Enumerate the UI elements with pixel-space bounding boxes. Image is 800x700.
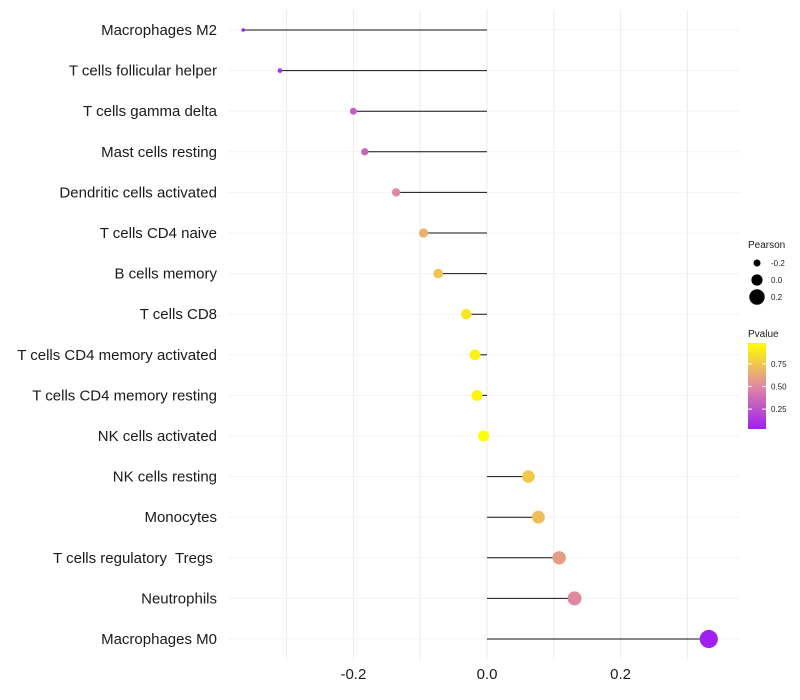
lollipop-point bbox=[433, 268, 444, 279]
x-axis-ticks: -0.2 0.0 0.2 bbox=[340, 666, 631, 683]
category-label: T cells regulatory Tregs bbox=[53, 550, 217, 567]
lollipop-point bbox=[699, 629, 718, 649]
lollipop-point bbox=[277, 68, 283, 73]
gridlines bbox=[228, 10, 740, 660]
category-labels: Macrophages M2 T cells follicular helper T… bbox=[17, 22, 217, 648]
category-label: T cells follicular helper bbox=[69, 63, 217, 80]
category-label: Mast cells resting bbox=[101, 144, 217, 161]
lollipop-point bbox=[349, 107, 357, 115]
size-legend-label: 0.0 bbox=[771, 276, 783, 285]
category-label: T cells CD4 naive bbox=[100, 225, 217, 242]
category-label: T cells CD4 memory activated bbox=[17, 347, 217, 364]
size-legend-key bbox=[749, 289, 765, 305]
lollipop-points bbox=[241, 28, 718, 649]
size-legend-label: -0.2 bbox=[771, 259, 785, 268]
colorbar-tick-label: 0.50 bbox=[771, 382, 787, 391]
lollipop-point bbox=[552, 551, 566, 565]
colorbar-tick-label: 0.25 bbox=[771, 405, 787, 414]
category-label: T cells CD8 bbox=[140, 306, 217, 323]
category-label: T cells CD4 memory resting bbox=[32, 387, 217, 404]
lollipop-point bbox=[361, 148, 369, 156]
lollipop-point bbox=[461, 308, 472, 320]
category-label: Macrophages M2 bbox=[101, 22, 217, 39]
lollipop-point bbox=[391, 188, 401, 197]
category-label: T cells gamma delta bbox=[83, 103, 218, 120]
category-label: Neutrophils bbox=[141, 590, 217, 607]
lollipop-point bbox=[471, 389, 483, 401]
lollipop-point bbox=[532, 510, 545, 524]
category-label: Monocytes bbox=[144, 509, 217, 526]
x-tick-label: -0.2 bbox=[340, 666, 366, 683]
size-legend-title: Pearson bbox=[748, 240, 785, 251]
legend: Pearson Pvalue -0.2 0.0 0.2 0.75 0.50 0.25 bbox=[748, 240, 787, 429]
lollipop-stems bbox=[243, 29, 709, 640]
category-label: Dendritic cells activated bbox=[59, 184, 217, 201]
size-legend-key bbox=[751, 274, 763, 286]
category-label: NK cells activated bbox=[98, 428, 217, 445]
category-label: B cells memory bbox=[114, 266, 217, 283]
size-legend-key bbox=[753, 259, 761, 267]
size-legend-label: 0.2 bbox=[771, 293, 783, 302]
category-label: Macrophages M0 bbox=[101, 631, 217, 648]
colorbar-tick-label: 0.75 bbox=[771, 360, 787, 369]
category-label: NK cells resting bbox=[113, 469, 217, 486]
lollipop-point bbox=[241, 28, 245, 32]
pvalue-colorbar bbox=[748, 343, 766, 429]
lollipop-point bbox=[418, 228, 429, 238]
x-tick-label: 0.2 bbox=[610, 666, 631, 683]
lollipop-point bbox=[478, 430, 490, 442]
x-tick-label: 0.0 bbox=[477, 666, 498, 683]
lollipop-point bbox=[522, 470, 535, 483]
color-legend-title: Pvalue bbox=[748, 329, 779, 340]
lollipop-point bbox=[567, 591, 582, 606]
lollipop-point bbox=[469, 349, 481, 361]
